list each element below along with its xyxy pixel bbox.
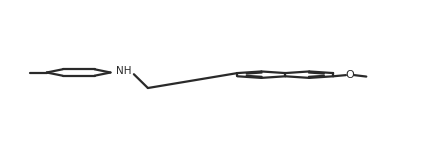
Text: NH: NH xyxy=(116,66,131,76)
Text: O: O xyxy=(346,70,354,80)
